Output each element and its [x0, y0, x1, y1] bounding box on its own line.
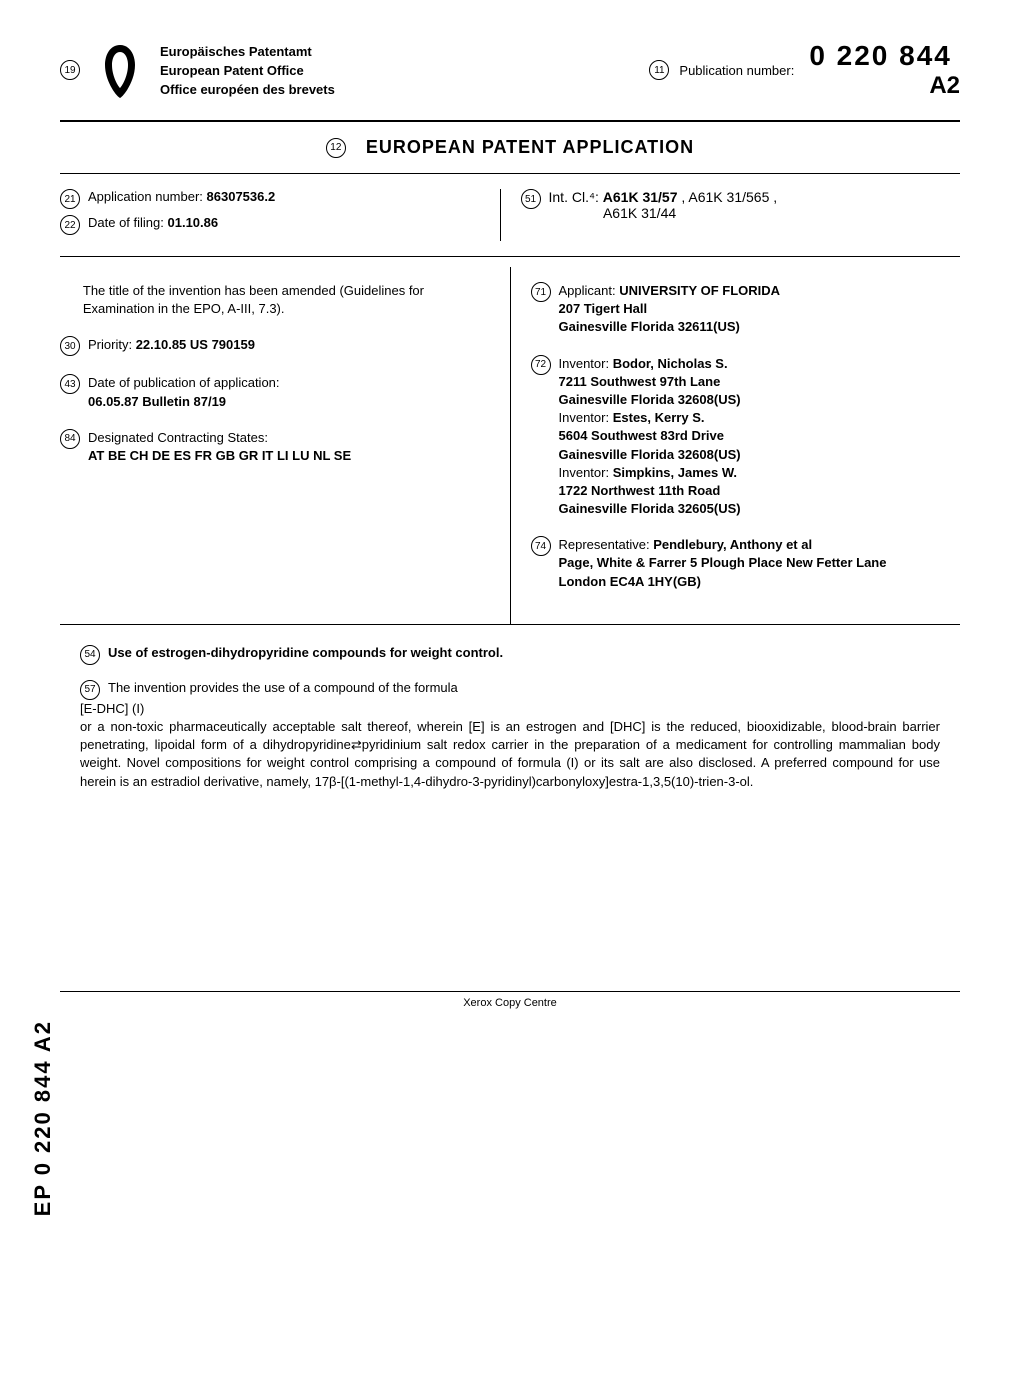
divider-biblio: [60, 256, 960, 257]
states-label: Designated Contracting States:: [88, 430, 268, 445]
office-name-fr: Office européen des brevets: [160, 82, 634, 97]
ipc-codes: Int. Cl.⁴: A61K 31/57 , A61K 31/565 , A6…: [549, 189, 778, 221]
abstract-formula: [E-DHC] (I): [80, 700, 940, 718]
field-12-marker: 12: [326, 138, 346, 158]
inventor1-addr1: 7211 Southwest 97th Lane: [559, 374, 721, 389]
biblio-section: 21 Application number: 86307536.2 22 Dat…: [60, 189, 960, 241]
details-section: The title of the invention has been amen…: [60, 267, 960, 624]
field-72-marker: 72: [531, 355, 551, 375]
inventor1-label: Inventor:: [559, 356, 610, 371]
publication-label: Publication number:: [679, 63, 794, 78]
field-30-marker: 30: [60, 336, 80, 356]
epo-logo: [95, 40, 145, 100]
office-name-en: European Patent Office: [160, 63, 634, 78]
footer: Xerox Copy Centre: [60, 991, 960, 1009]
priority-value: 22.10.85 US 790159: [136, 337, 255, 352]
ipc-main: A61K 31/57: [603, 189, 678, 205]
inventor3-addr1: 1722 Northwest 11th Road: [559, 483, 721, 498]
field-22-marker: 22: [60, 215, 80, 235]
field-57-marker: 57: [80, 680, 100, 700]
pub-date-label: Date of publication of application:: [88, 375, 280, 390]
divider-top: [60, 120, 960, 122]
invention-title: Use of estrogen-dihydropyridine compound…: [108, 645, 503, 660]
inventor1-name: Bodor, Nicholas S.: [613, 356, 728, 371]
publication-number-block: 0 220 844 A2: [809, 40, 960, 100]
rep-addr2: London EC4A 1HY(GB): [559, 574, 702, 589]
office-name-de: Europäisches Patentamt: [160, 44, 634, 59]
field-84-marker: 84: [60, 429, 80, 449]
priority-label: Priority:: [88, 337, 132, 352]
pub-date-value: 06.05.87 Bulletin 87/19: [88, 394, 226, 409]
abstract-row: 57 The invention provides the use of a c…: [80, 680, 960, 700]
applicant-label: Applicant:: [559, 283, 616, 298]
invention-title-row: 54 Use of estrogen-dihydropyridine compo…: [80, 645, 960, 665]
inventor2-addr2: Gainesville Florida 32608(US): [559, 447, 741, 462]
details-right: 71 Applicant: UNIVERSITY OF FLORIDA 207 …: [510, 267, 961, 624]
publication-number: 0 220 844: [809, 40, 960, 72]
biblio-left: 21 Application number: 86307536.2 22 Dat…: [60, 189, 500, 241]
field-21-marker: 21: [60, 189, 80, 209]
inventor2-name: Estes, Kerry S.: [613, 410, 705, 425]
applicant-addr2: Gainesville Florida 32611(US): [559, 319, 740, 334]
applicant-name: UNIVERSITY OF FLORIDA: [619, 283, 780, 298]
app-number: 86307536.2: [207, 189, 276, 204]
rep-addr1: Page, White & Farrer 5 Plough Place New …: [559, 555, 887, 570]
field-71-marker: 71: [531, 282, 551, 302]
states-value: AT BE CH DE ES FR GB GR IT LI LU NL SE: [88, 448, 351, 463]
document-title: EUROPEAN PATENT APPLICATION: [366, 137, 694, 158]
inventor1-addr2: Gainesville Florida 32608(US): [559, 392, 741, 407]
field-43-marker: 43: [60, 374, 80, 394]
filing-date: 01.10.86: [168, 215, 219, 230]
inventor2-label: Inventor:: [559, 410, 610, 425]
filing-label: Date of filing:: [88, 215, 164, 230]
rep-name: Pendlebury, Anthony et al: [653, 537, 812, 552]
abstract-intro: The invention provides the use of a comp…: [108, 680, 458, 695]
header: 19 Europäisches Patentamt European Paten…: [60, 40, 960, 100]
ipc-label: Int. Cl.⁴:: [549, 189, 599, 205]
rep-label: Representative:: [559, 537, 650, 552]
field-54-marker: 54: [80, 645, 100, 665]
biblio-right: 51 Int. Cl.⁴: A61K 31/57 , A61K 31/565 ,…: [500, 189, 961, 241]
amendment-note: The title of the invention has been amen…: [83, 282, 490, 318]
ipc-3: A61K 31/44: [603, 205, 676, 221]
field-11-marker: 11: [649, 60, 669, 80]
field-74-marker: 74: [531, 536, 551, 556]
ep-document-number: EP 0 220 844 A2: [30, 1020, 56, 1216]
inventor3-addr2: Gainesville Florida 32605(US): [559, 501, 741, 516]
abstract-body: or a non-toxic pharmaceutically acceptab…: [80, 718, 940, 791]
inventor3-label: Inventor:: [559, 465, 610, 480]
title-row: 12 EUROPEAN PATENT APPLICATION: [60, 137, 960, 158]
divider-title: [60, 173, 960, 174]
field-19-marker: 19: [60, 60, 80, 80]
office-names: Europäisches Patentamt European Patent O…: [160, 44, 634, 97]
field-51-marker: 51: [521, 189, 541, 209]
inventor2-addr1: 5604 Southwest 83rd Drive: [559, 428, 724, 443]
inventor3-name: Simpkins, James W.: [613, 465, 737, 480]
publication-suffix: A2: [929, 72, 960, 100]
divider-details: [60, 624, 960, 625]
app-number-label: Application number:: [88, 189, 203, 204]
applicant-addr1: 207 Tigert Hall: [559, 301, 648, 316]
ipc-2: A61K 31/565: [688, 189, 769, 205]
publication-section: 11 Publication number:: [649, 60, 794, 80]
details-left: The title of the invention has been amen…: [60, 267, 510, 624]
